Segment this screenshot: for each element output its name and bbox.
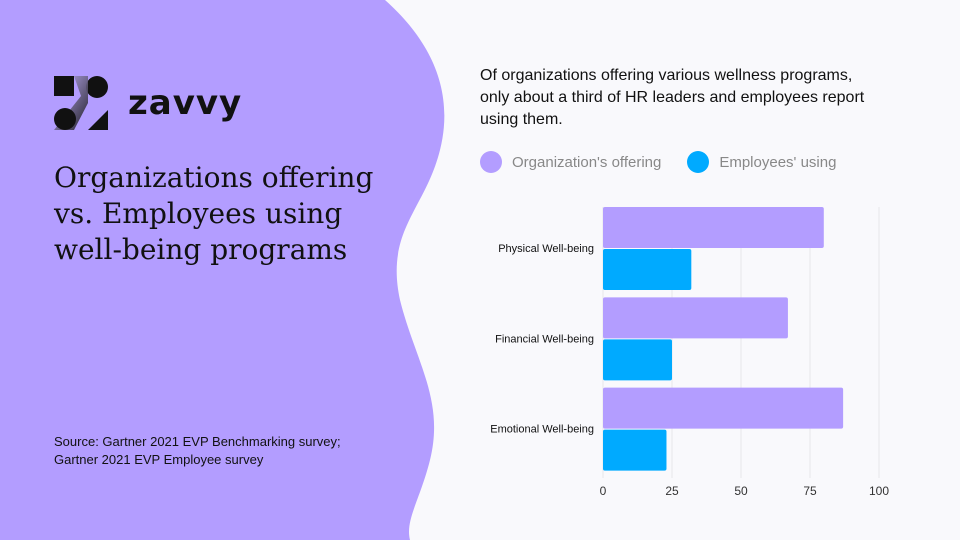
chart-subtitle: Of organizations offering various wellne… xyxy=(480,67,865,128)
x-tick-label: 75 xyxy=(803,484,817,498)
source-line: Gartner 2021 EVP Employee survey xyxy=(54,452,264,467)
category-label: Financial Well-being xyxy=(495,333,594,345)
bar-offering xyxy=(603,387,844,429)
legend-label: Employees' using xyxy=(719,153,837,171)
x-tick-label: 25 xyxy=(665,484,679,498)
bar-using xyxy=(603,429,667,471)
category-label: Emotional Well-being xyxy=(490,424,594,436)
x-tick-label: 50 xyxy=(734,484,748,498)
source-note: Source: Gartner 2021 EVP Benchmarking su… xyxy=(54,433,374,469)
legend-swatch xyxy=(480,151,502,173)
page-title: Organizations offering vs. Employees usi… xyxy=(54,161,374,266)
brand-name: zavvy xyxy=(128,83,243,123)
legend-swatch xyxy=(687,151,710,173)
bar-offering xyxy=(603,297,788,339)
x-tick-label: 100 xyxy=(869,484,889,498)
x-tick-label: 0 xyxy=(600,484,607,498)
source-line: Source: Gartner 2021 EVP Benchmarking su… xyxy=(54,434,341,449)
bar-using xyxy=(603,339,672,381)
legend-label: Organization's offering xyxy=(512,153,662,171)
zavvy-logo-icon xyxy=(54,76,108,130)
chart-legend: Organization's offering Employees' using xyxy=(480,151,862,173)
legend-item-using: Employees' using xyxy=(687,151,836,173)
bar-offering xyxy=(603,207,824,248)
zavvy-logo: zavvy xyxy=(54,76,242,130)
category-label: Physical Well-being xyxy=(498,243,594,255)
legend-item-offering: Organization's offering xyxy=(480,151,661,173)
bar-using xyxy=(603,249,692,290)
